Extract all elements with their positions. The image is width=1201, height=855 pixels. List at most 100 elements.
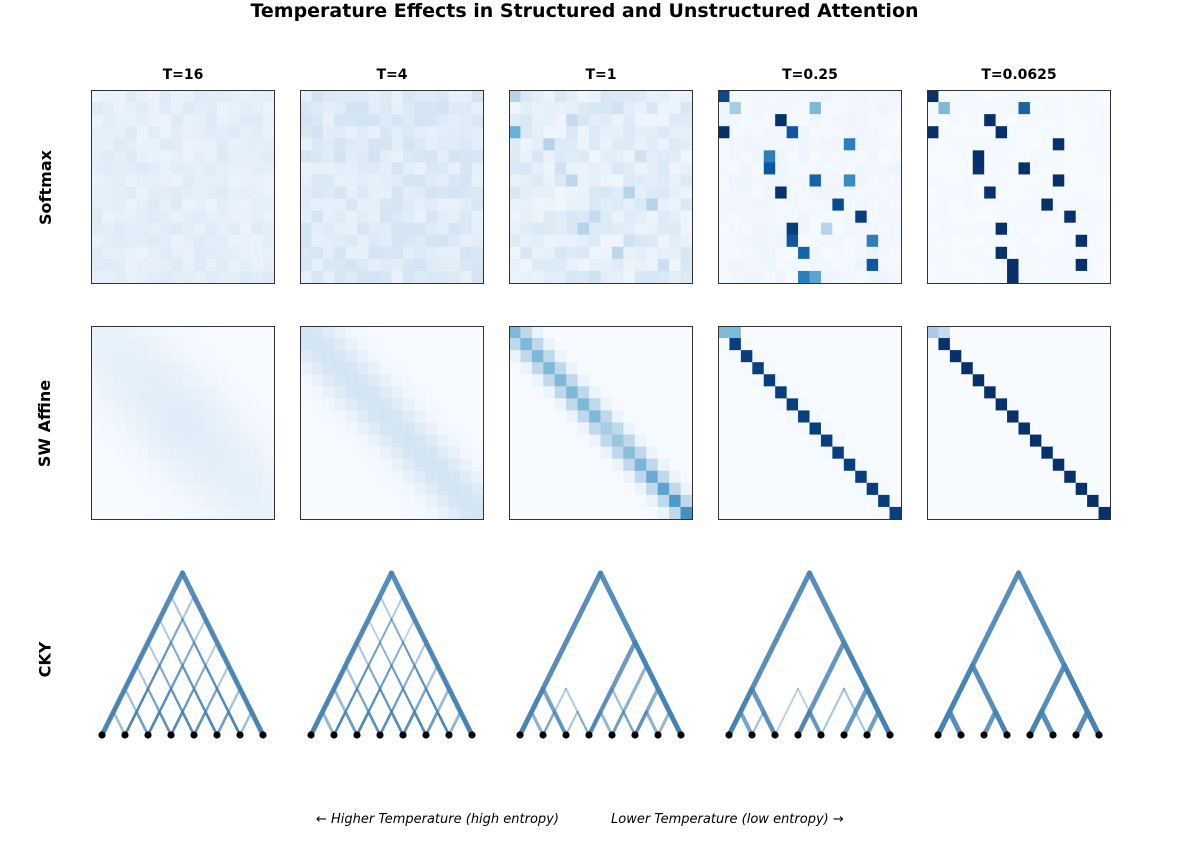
softmax-cell — [657, 174, 670, 187]
cky-leaf-node — [631, 731, 639, 739]
sw-affine-cell — [311, 362, 324, 375]
sw-affine-cell — [1007, 446, 1019, 460]
sw-affine-cell — [1041, 398, 1054, 411]
softmax-cell — [1064, 114, 1077, 127]
softmax-cell — [437, 174, 450, 187]
sw-affine-cell — [752, 350, 765, 363]
softmax-cell — [334, 234, 347, 248]
softmax-cell — [961, 186, 974, 199]
softmax-cell — [646, 150, 659, 163]
sw-affine-cell — [414, 338, 427, 351]
softmax-cell — [729, 222, 742, 236]
sw-affine-cell — [182, 350, 195, 363]
softmax-cell — [1041, 270, 1054, 284]
softmax-cell — [262, 222, 275, 236]
sw-affine-cell — [972, 326, 985, 339]
sw-affine-cell — [566, 338, 579, 351]
sw-affine-cell — [391, 494, 404, 508]
sw-affine-cell — [425, 494, 438, 508]
softmax-cell — [159, 210, 172, 224]
sw-affine-cell — [855, 458, 868, 472]
softmax-cell — [927, 198, 939, 212]
softmax-cell — [843, 246, 856, 260]
sw-affine-cell — [1064, 446, 1077, 460]
sw-affine-cell — [136, 494, 149, 508]
sw-affine-cell — [91, 470, 103, 484]
cky-leaf-node — [608, 731, 616, 739]
softmax-cell — [1087, 186, 1099, 199]
softmax-cell — [205, 162, 218, 175]
sw-affine-cell — [448, 410, 461, 423]
sw-affine-cell — [334, 494, 347, 508]
softmax-cell — [205, 234, 218, 248]
sw-affine-cell — [391, 434, 404, 448]
sw-affine-cell — [334, 386, 347, 399]
softmax-cell — [460, 246, 472, 260]
softmax-cell — [125, 198, 138, 212]
softmax-cell — [91, 186, 103, 199]
sw-affine-cell — [878, 374, 890, 387]
softmax-cell — [995, 270, 1008, 284]
sw-affine-cell — [809, 470, 822, 484]
sw-affine-cell — [718, 494, 730, 508]
softmax-cell — [1075, 114, 1088, 127]
sw-affine-cell — [368, 506, 381, 520]
softmax-cell — [669, 222, 681, 236]
sw-affine-cell — [889, 470, 902, 484]
softmax-cell — [345, 270, 358, 284]
softmax-cell — [182, 270, 195, 284]
sw-affine-cell — [113, 434, 126, 448]
softmax-cell — [425, 150, 438, 163]
sw-affine-cell — [786, 350, 799, 363]
sw-affine-cell — [148, 350, 161, 363]
sw-affine-cell — [1007, 362, 1019, 375]
sw-affine-cell — [843, 374, 856, 387]
softmax-cell — [159, 126, 172, 139]
softmax-cell — [634, 138, 647, 151]
softmax-cell — [1018, 210, 1031, 224]
sw-affine-cell — [262, 398, 275, 411]
softmax-cell — [402, 138, 415, 151]
softmax-cell — [448, 222, 461, 236]
softmax-cell — [634, 162, 647, 175]
softmax-cell — [961, 174, 974, 187]
softmax-cell — [1007, 102, 1019, 115]
sw-affine-cell — [171, 458, 183, 472]
sw-affine-cell — [91, 434, 103, 448]
softmax-cell — [334, 114, 347, 127]
sw-affine-cell — [961, 506, 974, 520]
sw-affine-cell — [611, 410, 624, 423]
softmax-cell — [566, 126, 579, 139]
sw-affine-cell — [216, 482, 229, 496]
softmax-cell — [600, 234, 613, 248]
sw-affine-cell — [520, 482, 533, 496]
sw-affine-cell — [182, 482, 195, 496]
sw-affine-cell — [1098, 506, 1111, 520]
sw-affine-cell — [543, 422, 556, 435]
sw-affine-cell — [995, 386, 1008, 399]
softmax-cell — [262, 270, 275, 284]
sw-affine-cell — [228, 350, 241, 363]
softmax-cell — [878, 150, 890, 163]
sw-affine-cell — [554, 506, 567, 520]
sw-affine-cell — [345, 326, 358, 339]
softmax-cell — [763, 234, 776, 248]
softmax-cell — [391, 174, 404, 187]
softmax-cell — [1052, 150, 1065, 163]
softmax-cell — [611, 90, 624, 103]
sw-affine-cell — [866, 350, 879, 363]
softmax-cell — [193, 186, 206, 199]
sw-affine-cell — [1075, 458, 1088, 472]
sw-affine-cell — [809, 458, 822, 472]
sw-affine-cell — [961, 446, 974, 460]
sw-affine-cell — [437, 374, 450, 387]
cky-leaf-node — [863, 731, 871, 739]
softmax-cell — [657, 198, 670, 212]
softmax-cell — [680, 270, 693, 284]
softmax-cell — [239, 138, 252, 151]
softmax-cell — [520, 162, 533, 175]
sw-affine-cell — [995, 362, 1008, 375]
sw-affine-cell — [345, 446, 358, 460]
sw-affine-cell — [995, 350, 1008, 363]
softmax-cell — [1052, 102, 1065, 115]
